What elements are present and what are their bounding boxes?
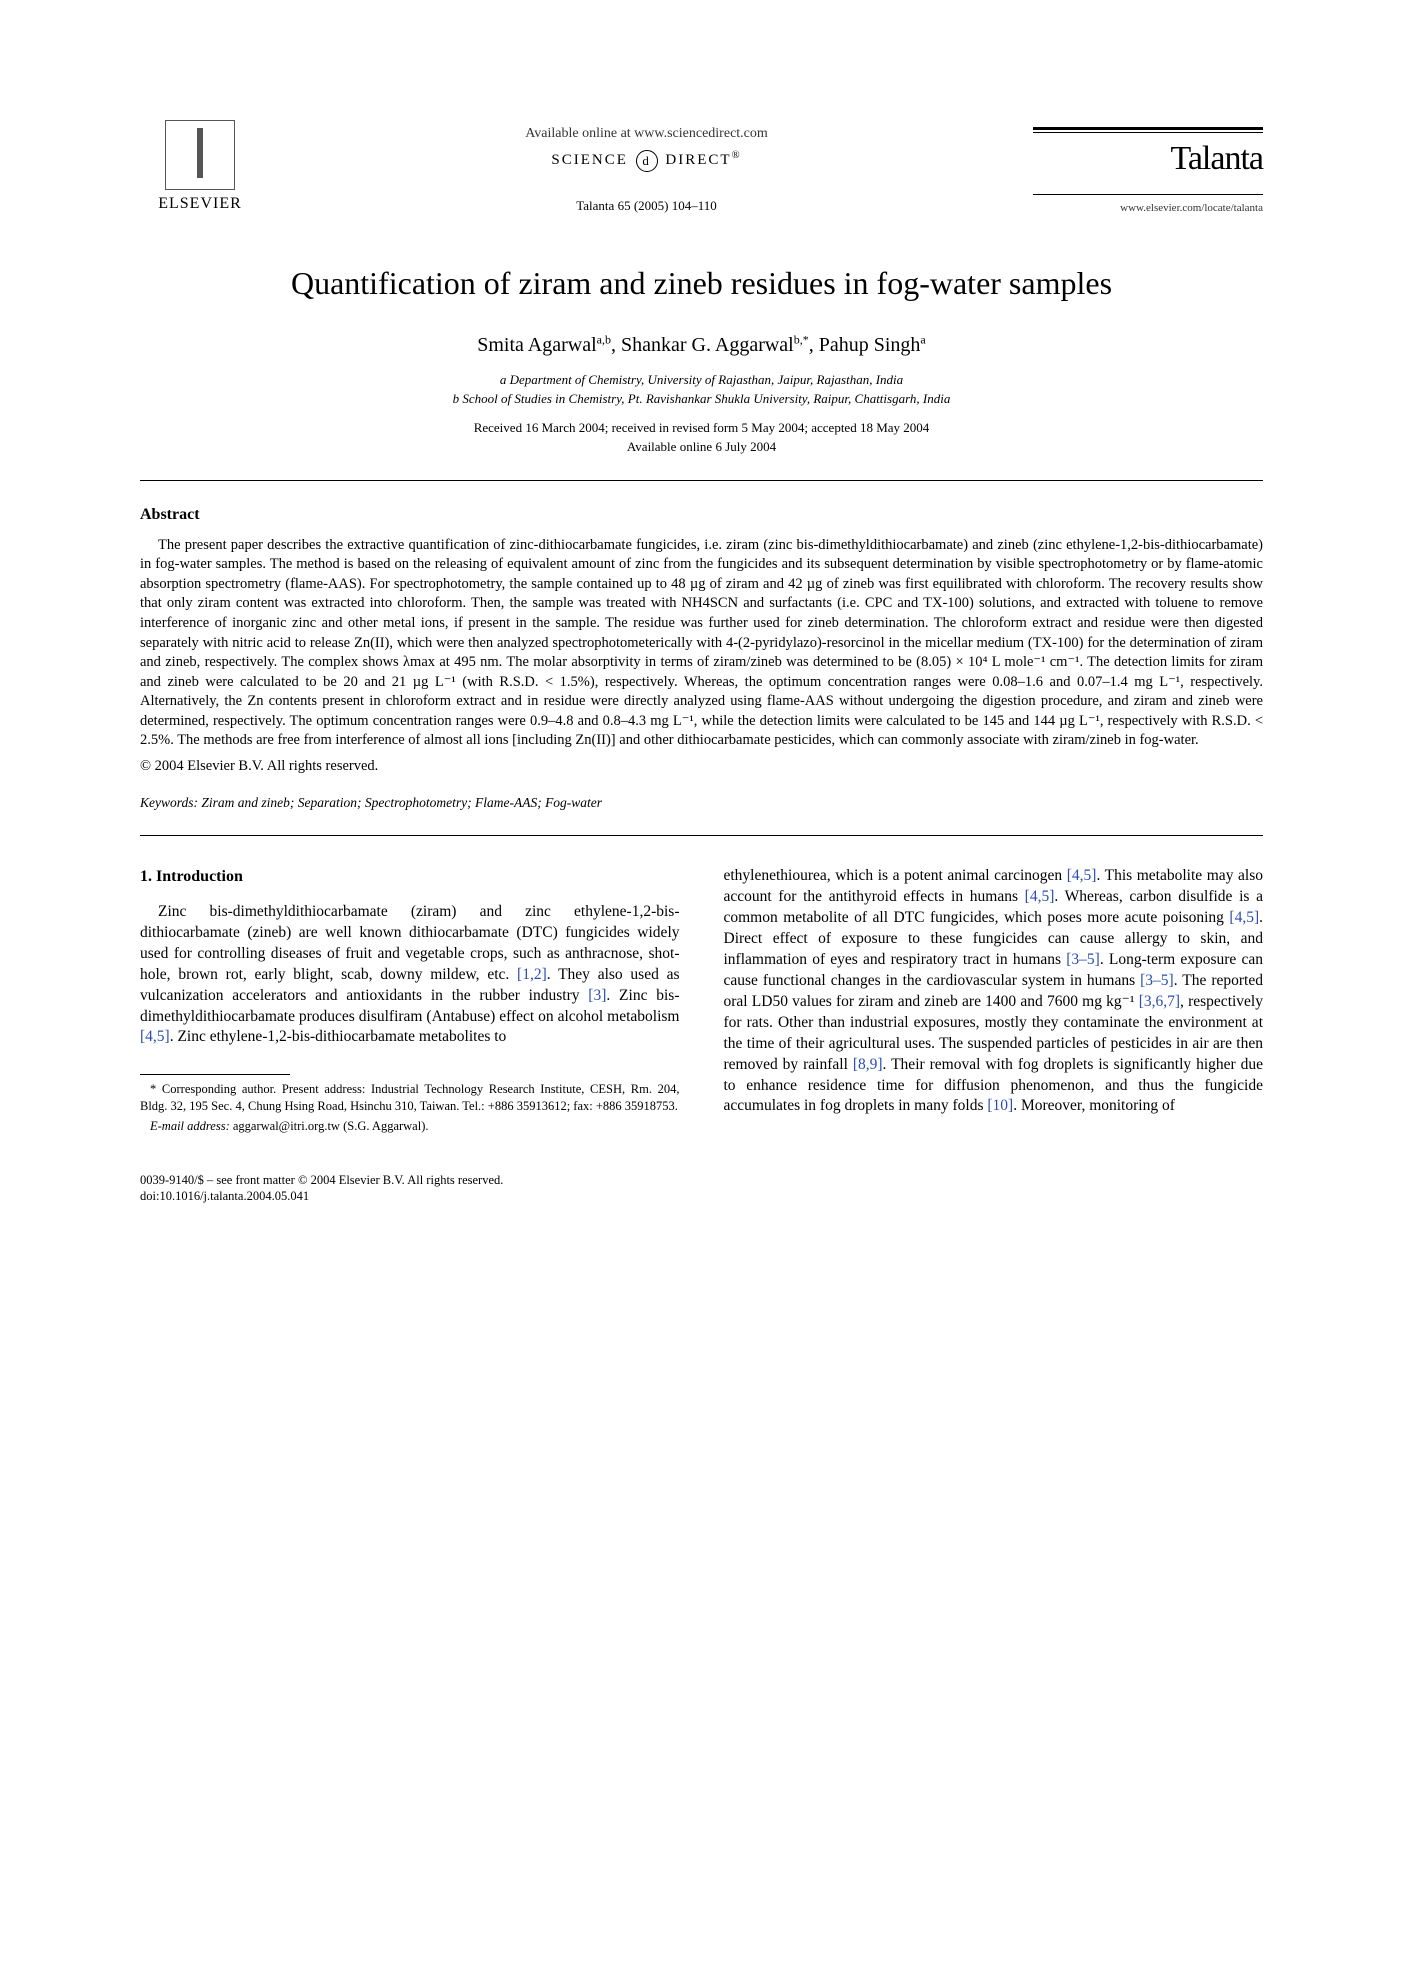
abstract-copyright: © 2004 Elsevier B.V. All rights reserved… [140, 757, 1263, 776]
keywords-text: Ziram and zineb; Separation; Spectrophot… [198, 795, 602, 810]
rule-below-abstract [140, 835, 1263, 836]
right-column: ethylenethiourea, which is a potent anim… [724, 866, 1264, 1138]
doi-line: doi:10.1016/j.talanta.2004.05.041 [140, 1188, 503, 1204]
author-1-affil: a,b [597, 333, 611, 347]
journal-block: Talanta www.elsevier.com/locate/talanta [1033, 127, 1263, 214]
authors-line: Smita Agarwala,b, Shankar G. Aggarwalb,*… [140, 332, 1263, 358]
ref-link-4-5-c[interactable]: [4,5] [1025, 888, 1055, 905]
journal-top-rule [1033, 127, 1263, 133]
corresponding-author-footnote: * Corresponding author. Present address:… [140, 1081, 680, 1134]
received-dates: Received 16 March 2004; received in revi… [140, 420, 1263, 437]
footnote-corr: * Corresponding author. Present address:… [140, 1081, 680, 1114]
paper-header: ELSEVIER Available online at www.science… [140, 120, 1263, 215]
sciencedirect-logo: SCIENCE d DIRECT® [260, 149, 1033, 172]
paper-title: Quantification of ziram and zineb residu… [140, 263, 1263, 305]
email-label: E-mail address: [150, 1119, 230, 1133]
intro-text-1d: . Zinc ethylene-1,2-bis-dithiocarbamate … [170, 1028, 507, 1045]
ref-link-10[interactable]: [10] [987, 1097, 1013, 1114]
abstract-body: The present paper describes the extracti… [140, 536, 1263, 751]
keywords-label: Keywords: [140, 795, 198, 810]
ref-link-3-5-b[interactable]: [3–5] [1140, 972, 1174, 989]
author-2-affil: b,* [794, 333, 809, 347]
journal-name: Talanta [1033, 137, 1263, 181]
journal-bottom-rule [1033, 194, 1263, 195]
author-1: Smita Agarwal [477, 334, 596, 356]
intro-para-right: ethylenethiourea, which is a potent anim… [724, 866, 1264, 1117]
ref-link-3[interactable]: [3] [588, 987, 606, 1004]
intro-para-left: Zinc bis-dimethyldithiocarbamate (ziram)… [140, 902, 680, 1048]
author-2: , Shankar G. Aggarwal [611, 334, 794, 356]
author-3-affil: a [920, 333, 925, 347]
online-date: Available online 6 July 2004 [140, 439, 1263, 456]
body-columns: 1. Introduction Zinc bis-dimethyldithioc… [140, 866, 1263, 1138]
ref-link-3-5-a[interactable]: [3–5] [1066, 951, 1100, 968]
available-online-text: Available online at www.sciencedirect.co… [260, 125, 1033, 143]
header-center: Available online at www.sciencedirect.co… [260, 125, 1033, 215]
footer-left: 0039-9140/$ – see front matter © 2004 El… [140, 1172, 503, 1205]
ref-link-1-2[interactable]: [1,2] [517, 966, 547, 983]
elsevier-tree-icon [165, 120, 235, 190]
section-1-heading: 1. Introduction [140, 866, 680, 888]
ref-link-4-5-d[interactable]: [4,5] [1229, 909, 1259, 926]
front-matter-line: 0039-9140/$ – see front matter © 2004 El… [140, 1172, 503, 1188]
intro-text-2i: . Moreover, monitoring of [1013, 1097, 1175, 1114]
ref-link-4-5-a[interactable]: [4,5] [140, 1028, 170, 1045]
footnote-rule [140, 1074, 290, 1075]
ref-link-8-9[interactable]: [8,9] [853, 1056, 883, 1073]
journal-url: www.elsevier.com/locate/talanta [1033, 201, 1263, 215]
author-3: , Pahup Singh [809, 334, 921, 356]
publisher-name: ELSEVIER [140, 194, 260, 215]
affiliation-a: a Department of Chemistry, University of… [140, 372, 1263, 389]
email-value: aggarwal@itri.org.tw (S.G. Aggarwal). [230, 1119, 429, 1133]
keywords-line: Keywords: Ziram and zineb; Separation; S… [140, 794, 1263, 812]
left-column: 1. Introduction Zinc bis-dimethyldithioc… [140, 866, 680, 1138]
sd-d-icon: d [636, 150, 658, 172]
footnote-email-line: E-mail address: aggarwal@itri.org.tw (S.… [140, 1118, 680, 1134]
abstract-text: The present paper describes the extracti… [140, 536, 1263, 751]
ref-link-3-6-7[interactable]: [3,6,7] [1139, 993, 1180, 1010]
rule-above-abstract [140, 480, 1263, 481]
page-footer: 0039-9140/$ – see front matter © 2004 El… [140, 1172, 1263, 1205]
publisher-logo-block: ELSEVIER [140, 120, 260, 215]
affiliation-b: b School of Studies in Chemistry, Pt. Ra… [140, 391, 1263, 408]
ref-link-4-5-b[interactable]: [4,5] [1067, 867, 1097, 884]
intro-text-2a: ethylenethiourea, which is a potent anim… [724, 867, 1067, 884]
abstract-heading: Abstract [140, 505, 1263, 526]
citation-line: Talanta 65 (2005) 104–110 [260, 198, 1033, 215]
